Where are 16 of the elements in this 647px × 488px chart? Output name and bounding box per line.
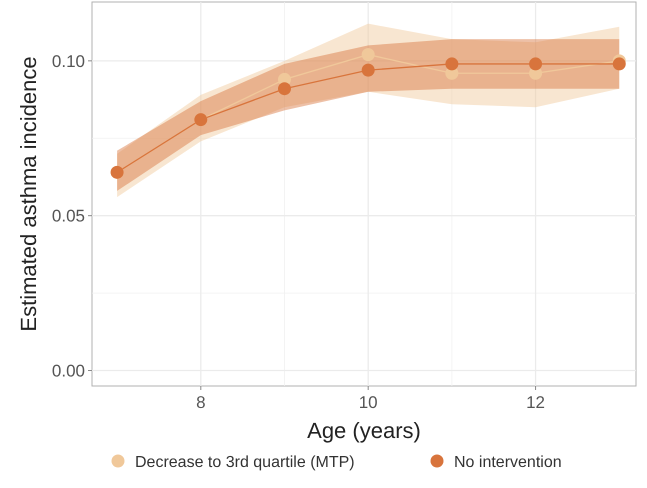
y-tick-label: 0.10 (52, 52, 85, 71)
x-tick-label: 10 (358, 393, 378, 412)
point (362, 48, 375, 62)
y-tick-label: 0.05 (52, 206, 85, 226)
x-axis-title: Age (years) (307, 418, 421, 443)
point (278, 82, 291, 96)
legend-label: Decrease to 3rd quartile (MTP) (135, 454, 355, 471)
y-tick-label: 0.00 (52, 362, 85, 381)
point (612, 57, 626, 70)
legend-label: No intervention (454, 454, 562, 471)
x-tick-label: 8 (196, 393, 206, 412)
x-tick-label: 12 (526, 393, 546, 412)
y-axis-title: Estimated asthma incidence (16, 56, 41, 332)
point (529, 57, 542, 70)
point (362, 64, 375, 77)
point (445, 57, 458, 70)
